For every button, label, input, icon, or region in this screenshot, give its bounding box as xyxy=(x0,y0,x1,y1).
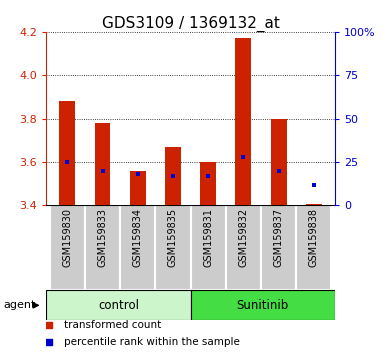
Text: GSM159834: GSM159834 xyxy=(133,208,143,267)
FancyBboxPatch shape xyxy=(156,205,191,290)
Point xyxy=(276,168,282,173)
FancyBboxPatch shape xyxy=(261,205,296,290)
Point xyxy=(240,154,246,160)
FancyBboxPatch shape xyxy=(191,290,335,320)
Text: GSM159831: GSM159831 xyxy=(203,208,213,267)
Text: GSM159830: GSM159830 xyxy=(62,208,72,267)
FancyBboxPatch shape xyxy=(296,205,331,290)
Title: GDS3109 / 1369132_at: GDS3109 / 1369132_at xyxy=(102,16,280,32)
Point xyxy=(46,322,52,328)
FancyBboxPatch shape xyxy=(191,205,226,290)
Text: percentile rank within the sample: percentile rank within the sample xyxy=(64,337,239,347)
Text: agent: agent xyxy=(4,300,36,310)
FancyBboxPatch shape xyxy=(46,290,191,320)
Text: Sunitinib: Sunitinib xyxy=(237,299,289,312)
Text: GSM159832: GSM159832 xyxy=(238,208,248,267)
Text: control: control xyxy=(98,299,139,312)
Bar xyxy=(271,119,286,205)
Point xyxy=(170,173,176,179)
Point xyxy=(135,171,141,177)
Text: GSM159835: GSM159835 xyxy=(168,208,178,267)
FancyBboxPatch shape xyxy=(226,205,261,290)
Point xyxy=(46,339,52,344)
Point xyxy=(99,168,105,173)
Text: GSM159837: GSM159837 xyxy=(274,208,284,267)
FancyBboxPatch shape xyxy=(50,205,85,290)
Point xyxy=(64,159,70,165)
Bar xyxy=(165,147,181,205)
Bar xyxy=(306,204,322,205)
Bar xyxy=(236,38,251,205)
Bar xyxy=(130,171,146,205)
Text: GSM159838: GSM159838 xyxy=(309,208,319,267)
Text: GSM159833: GSM159833 xyxy=(97,208,107,267)
Point xyxy=(311,182,317,187)
Bar xyxy=(59,101,75,205)
Point xyxy=(205,173,211,179)
FancyBboxPatch shape xyxy=(120,205,156,290)
FancyBboxPatch shape xyxy=(85,205,120,290)
Text: transformed count: transformed count xyxy=(64,320,161,330)
Bar xyxy=(200,162,216,205)
Bar xyxy=(95,123,110,205)
